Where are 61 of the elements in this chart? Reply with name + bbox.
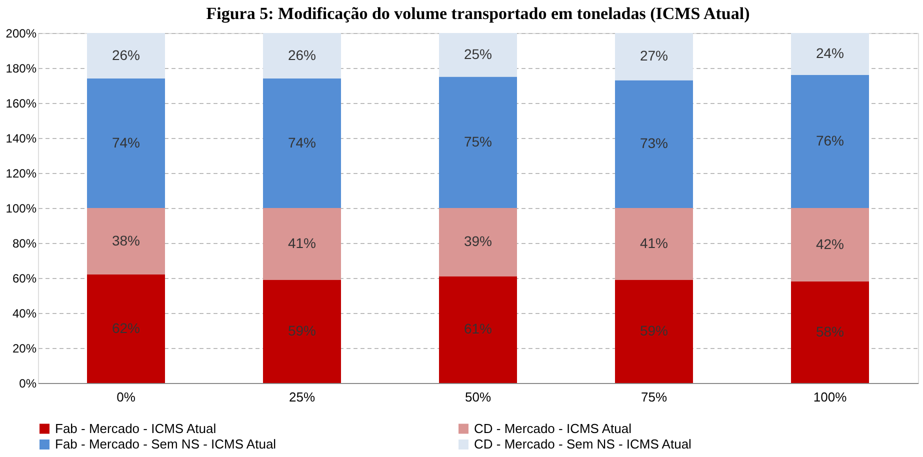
legend-label: CD - Mercado - ICMS Atual [474,420,632,436]
bar [791,75,869,208]
bar [263,280,341,383]
x-tick-label: 0% [116,390,136,404]
y-tick-label: 140% [6,132,37,146]
data-label: 62% [112,320,140,336]
data-label: 38% [112,232,140,248]
data-label: 73% [640,135,668,152]
x-tick-label: 100% [813,390,848,404]
data-label: 76% [816,132,844,148]
data-label: 41% [288,234,316,251]
legend-label: CD - Mercado - Sem NS - ICMS Atual [474,436,692,452]
bar [263,78,341,208]
x-tick-label: 75% [640,390,668,404]
data-label: 25% [464,46,492,62]
bar [87,274,165,383]
data-label: 26% [288,46,316,63]
data-label: 61% [464,320,492,337]
bar [87,33,165,78]
legend-label: Fab - Mercado - Sem NS - ICMS Atual [55,436,276,452]
data-label: 42% [816,236,844,252]
data-label: 59% [288,322,316,338]
bar [615,280,693,383]
y-tick-label: 120% [6,166,37,180]
data-label: 74% [288,134,316,150]
y-tick-label: 20% [12,342,37,356]
data-label: 26% [112,46,140,63]
x-tick-label: 50% [464,390,492,404]
bar [439,208,517,276]
y-tick-label: 200% [6,26,37,40]
data-label: 59% [640,322,668,338]
bar [439,33,517,77]
bar [263,208,341,280]
y-tick-label: 80% [12,236,37,250]
bar [615,80,693,208]
y-tick-label: 0% [19,376,37,390]
bar [439,276,517,383]
data-label: 58% [816,323,844,340]
y-tick-label: 40% [12,306,37,320]
x-tick-label: 25% [288,390,316,404]
y-tick-label: 60% [12,272,37,286]
bar [87,78,165,208]
data-label: 24% [816,45,844,61]
y-tick-label: 100% [6,202,37,216]
bar [87,208,165,274]
data-label: 27% [640,48,668,64]
y-tick-label: 180% [6,62,37,76]
bar [791,33,869,75]
legend-label: Fab - Mercado - ICMS Atual [55,420,216,436]
data-label: 41% [640,234,668,251]
bar [439,76,517,208]
bar [615,208,693,280]
data-label: 74% [112,134,140,150]
chart-title: Figura 5: Modificação do volume transportado em toneladas (ICMS Atual) [206,4,750,23]
data-label: 75% [464,133,492,150]
bar [263,33,341,78]
bar [791,282,869,383]
data-label: 39% [464,233,492,250]
bar [615,33,693,80]
bar [791,208,869,282]
y-tick-label: 160% [6,96,37,110]
